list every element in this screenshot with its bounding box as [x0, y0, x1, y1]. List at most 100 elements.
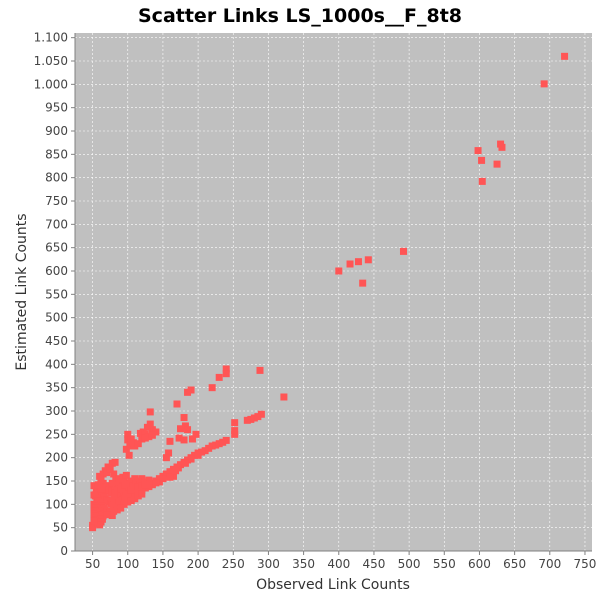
- scatter-point: [359, 279, 367, 287]
- y-tick-label: 50: [53, 521, 68, 535]
- scatter-point: [113, 506, 121, 514]
- scatter-point: [208, 384, 216, 392]
- scatter-point: [106, 509, 114, 517]
- x-tick-label: 650: [503, 557, 526, 571]
- scatter-point: [172, 467, 180, 475]
- scatter-point: [127, 497, 135, 505]
- scatter-point: [94, 481, 102, 489]
- scatter-point: [136, 429, 144, 437]
- y-tick-label: 100: [45, 497, 68, 511]
- scatter-point: [131, 475, 139, 483]
- scatter-point: [354, 258, 362, 266]
- data-points: [89, 52, 569, 532]
- scatter-point: [148, 431, 156, 439]
- scatter-point: [165, 449, 173, 457]
- y-tick-label: 250: [45, 427, 68, 441]
- scatter-point: [561, 52, 569, 60]
- scatter-point: [173, 400, 181, 408]
- scatter-point: [138, 482, 146, 490]
- scatter-point: [99, 470, 107, 478]
- scatter-point: [124, 436, 132, 444]
- scatter-point: [198, 448, 206, 456]
- scatter-point: [131, 495, 139, 503]
- scatter-point: [222, 365, 230, 373]
- scatter-point: [146, 408, 154, 416]
- scatter-point: [231, 419, 239, 427]
- scatter-point: [117, 500, 125, 508]
- scatter-point: [478, 177, 486, 185]
- scatter-point: [335, 267, 343, 275]
- scatter-point: [181, 422, 189, 430]
- x-axis: 50 100 150 200 250 300 350 400 450 500 550 600 650 70…: [85, 551, 596, 571]
- x-tick-label: 450: [362, 557, 385, 571]
- scatter-point: [124, 498, 132, 506]
- scatter-point: [103, 482, 111, 490]
- x-tick-label: 150: [151, 557, 174, 571]
- scatter-point: [187, 386, 195, 394]
- scatter-point: [127, 486, 135, 494]
- scatter-point: [89, 524, 97, 532]
- scatter-point: [103, 469, 111, 477]
- scatter-point: [208, 442, 216, 450]
- y-axis-label: Estimated Link Counts: [14, 213, 30, 370]
- chart-title: Scatter Links LS_1000s__F_8t8: [138, 5, 462, 27]
- scatter-point: [212, 441, 220, 449]
- scatter-point: [146, 420, 154, 428]
- scatter-point: [191, 451, 199, 459]
- y-tick-label: 350: [45, 381, 68, 395]
- scatter-point: [148, 481, 156, 489]
- scatter-point: [145, 433, 153, 441]
- scatter-point: [194, 451, 202, 459]
- scatter-point: [346, 260, 354, 268]
- x-tick-label: 500: [398, 557, 421, 571]
- scatter-point: [166, 473, 174, 481]
- scatter-point: [222, 436, 230, 444]
- scatter-point: [103, 511, 111, 519]
- scatter-point: [112, 477, 120, 485]
- scatter-point: [222, 370, 230, 378]
- y-tick-label: 850: [45, 147, 68, 161]
- scatter-point: [125, 451, 133, 459]
- scatter-point: [155, 478, 163, 486]
- scatter-point: [187, 455, 195, 463]
- scatter-point: [122, 471, 130, 479]
- scatter-point: [96, 472, 104, 480]
- scatter-point: [124, 493, 132, 501]
- y-tick-label: 1.050: [34, 54, 68, 68]
- scatter-point: [110, 470, 118, 478]
- scatter-point: [131, 484, 139, 492]
- scatter-point: [121, 481, 129, 489]
- scatter-point: [120, 477, 128, 485]
- scatter-point: [540, 80, 548, 88]
- y-tick-label: 800: [45, 171, 68, 185]
- y-tick-label: 600: [45, 264, 68, 278]
- scatter-point: [247, 415, 255, 423]
- scatter-point: [111, 458, 119, 466]
- scatter-point: [138, 475, 146, 483]
- scatter-point: [141, 434, 149, 442]
- x-tick-label: 200: [187, 557, 210, 571]
- scatter-point: [152, 428, 160, 436]
- scatter-point: [250, 414, 258, 422]
- scatter-point: [205, 444, 213, 452]
- scatter-point: [498, 143, 506, 151]
- x-tick-label: 250: [222, 557, 245, 571]
- y-axis: 0 50 100 150 200 250 300 350 400 450 500 550 600 650 7…: [34, 31, 75, 558]
- scatter-point: [162, 470, 170, 478]
- scatter-point: [113, 482, 121, 490]
- x-tick-label: 750: [574, 557, 597, 571]
- scatter-point: [166, 437, 174, 445]
- scatter-point: [106, 465, 114, 473]
- scatter-point: [219, 438, 227, 446]
- scatter-point: [120, 487, 128, 495]
- y-tick-label: 300: [45, 404, 68, 418]
- scatter-point: [145, 476, 153, 484]
- scatter-point: [159, 475, 167, 483]
- scatter-point: [215, 440, 223, 448]
- scatter-point: [90, 517, 98, 525]
- scatter-point: [148, 426, 156, 434]
- scatter-point: [134, 492, 142, 500]
- scatter-point: [184, 388, 192, 396]
- y-tick-label: 1.000: [34, 77, 68, 91]
- scatter-point: [231, 427, 239, 435]
